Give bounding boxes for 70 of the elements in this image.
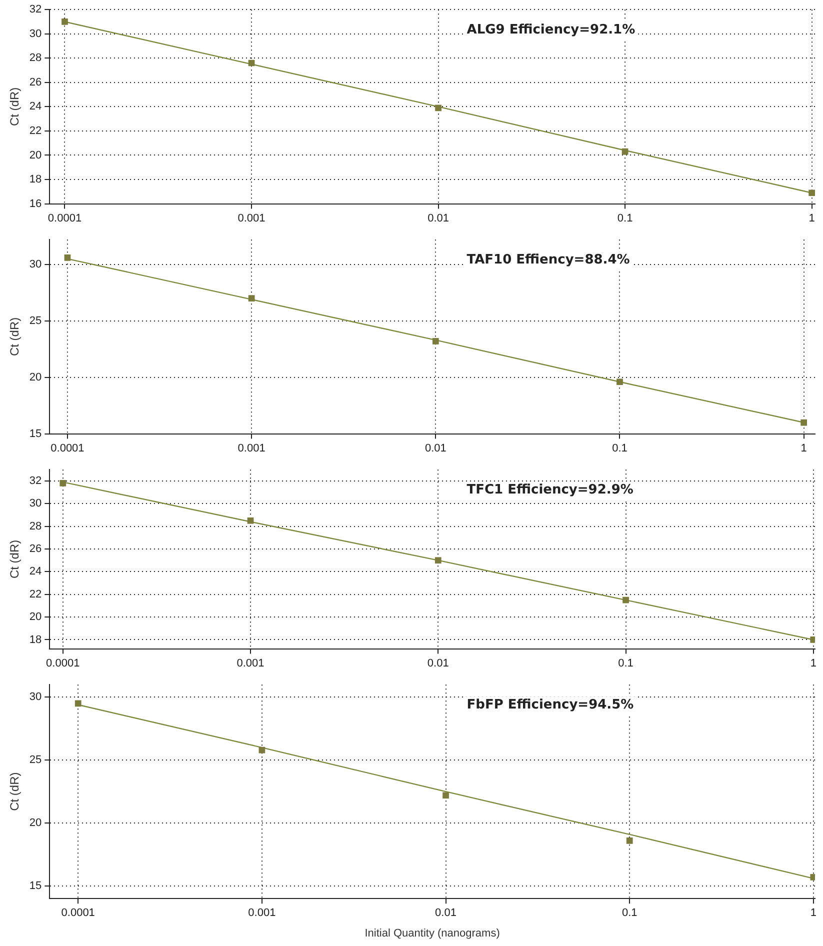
x-tick-label: 0.01 (428, 212, 449, 224)
y-tick-label: 20 (29, 817, 42, 830)
point (442, 792, 449, 799)
y-tick-label: 28 (29, 520, 42, 532)
y-tick-label: 32 (29, 4, 42, 16)
x-tick-label: 0.01 (427, 657, 449, 670)
y-tick-label: 20 (29, 371, 42, 384)
point (622, 148, 628, 155)
x-axis-title: Initial Quantity (nanograms) (364, 927, 500, 940)
y-tick-label: 15 (29, 428, 42, 440)
point (435, 104, 442, 112)
y-tick-label: 15 (29, 880, 42, 892)
y-tick-label: 32 (29, 474, 42, 487)
point (62, 18, 68, 25)
y-tick-label: 22 (29, 125, 42, 138)
point (616, 378, 623, 386)
x-tick-label: 0.1 (618, 657, 634, 670)
y-axis-title: Ct (dR) (8, 772, 22, 811)
y-tick-label: 18 (29, 634, 42, 646)
point (64, 254, 71, 261)
point (247, 517, 254, 524)
x-tick-label: 1 (810, 657, 816, 670)
x-tick-label: 0.01 (424, 442, 446, 454)
x-tick-label: 0.1 (617, 212, 633, 224)
x-tick-label: 0.001 (238, 212, 266, 224)
point (248, 295, 255, 302)
point (432, 338, 439, 344)
y-tick-label: 26 (29, 543, 42, 556)
point (800, 419, 808, 426)
point (808, 190, 815, 196)
annotation: ALG9 Efficiency=92.1% (466, 22, 636, 38)
x-tick-label: 0.0001 (50, 442, 84, 454)
point (74, 700, 82, 707)
x-tick-label: 0.1 (612, 442, 628, 454)
y-tick-label: 30 (29, 691, 42, 704)
y-tick-label: 30 (29, 28, 42, 40)
x-tick-label: 1 (810, 907, 816, 920)
y-tick-label: 30 (29, 258, 42, 270)
y-tick-label: 20 (29, 149, 42, 162)
x-tick-label: 0.001 (248, 907, 276, 920)
point (434, 557, 442, 564)
annotation: FbFP Efficiency=94.5% (466, 697, 634, 712)
x-tick-label: 0.0001 (46, 657, 80, 670)
y-tick-label: 28 (29, 52, 42, 64)
y-axis-title: Ct (dR) (8, 87, 22, 126)
y-axis-title: Ct (dR) (8, 317, 22, 356)
y-axis-title: Ct (dR) (8, 540, 22, 579)
x-tick-label: 0.0001 (48, 212, 82, 224)
y-tick-label: 16 (29, 198, 42, 210)
y-tick-label: 24 (29, 566, 42, 578)
y-tick-label: 18 (29, 174, 42, 186)
x-tick-label: 0.1 (622, 907, 638, 920)
x-tick-label: 0.01 (435, 907, 456, 920)
x-tick-label: 0.001 (236, 657, 264, 670)
x-tick-label: 0.0001 (61, 907, 95, 920)
x-tick-label: 1 (808, 212, 815, 224)
y-tick-label: 20 (29, 611, 42, 624)
y-tick-label: 22 (29, 588, 42, 600)
x-tick-label: 1 (800, 442, 807, 454)
y-tick-label: 25 (29, 314, 42, 327)
y-tick-label: 26 (29, 76, 42, 88)
annotation: TAF10 Effiency=88.4% (466, 252, 630, 268)
point (60, 480, 66, 486)
point (626, 838, 633, 844)
x-tick-label: 0.001 (238, 442, 266, 454)
point (622, 596, 629, 604)
y-tick-label: 25 (29, 754, 42, 766)
y-tick-label: 24 (29, 100, 42, 113)
y-tick-label: 30 (29, 498, 42, 510)
annotation: TFC1 Efficiency=92.9% (466, 482, 634, 498)
